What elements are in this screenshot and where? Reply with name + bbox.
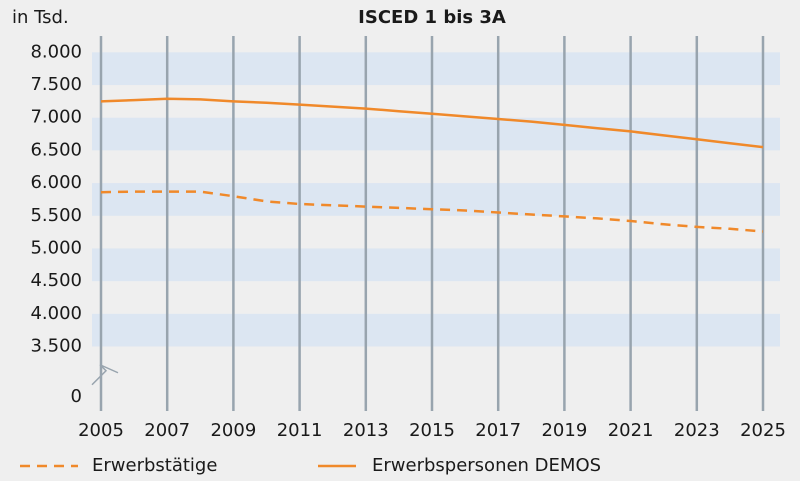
x-tick-label: 2007	[144, 420, 190, 441]
y-tick-label: 4.500	[30, 270, 82, 291]
y-axis-label: in Tsd.	[12, 7, 69, 28]
axis-break	[91, 364, 119, 386]
y-tick-label: 5.000	[30, 237, 82, 258]
series-line	[100, 97, 764, 149]
grid-band	[92, 183, 780, 216]
y-tick-label: 8.000	[30, 41, 82, 62]
y-tick-label: 7.500	[30, 74, 82, 95]
series-line	[100, 190, 764, 233]
chart-title: ISCED 1 bis 3A	[358, 7, 506, 28]
x-tick-label: 2015	[409, 420, 455, 441]
x-tick-label: 2025	[740, 420, 786, 441]
y-tick-label: 3.500	[30, 336, 82, 357]
y-tick-label: 7.000	[30, 107, 82, 128]
x-tick-label: 2019	[541, 420, 587, 441]
grid-band	[92, 117, 780, 151]
y-tick-label: 6.500	[30, 139, 82, 160]
x-tick-label: 2021	[608, 420, 654, 441]
grid-band	[92, 313, 780, 347]
grid-band	[92, 52, 780, 86]
x-tick-label: 2017	[475, 420, 521, 441]
y-tick-label: 0	[71, 386, 82, 407]
legend-label: Erwerbspersonen DEMOS	[372, 455, 601, 476]
y-tick-label: 5.500	[30, 205, 82, 226]
y-tick-label: 6.000	[30, 172, 82, 193]
legend-label: Erwerbstätige	[92, 455, 217, 476]
grid-band	[92, 248, 780, 282]
x-tick-label: 2023	[674, 420, 720, 441]
x-tick-label: 2009	[210, 420, 256, 441]
x-tick-label: 2011	[277, 420, 323, 441]
x-tick-label: 2013	[343, 420, 389, 441]
y-tick-label: 4.000	[30, 303, 82, 324]
x-tick-label: 2005	[78, 420, 124, 441]
